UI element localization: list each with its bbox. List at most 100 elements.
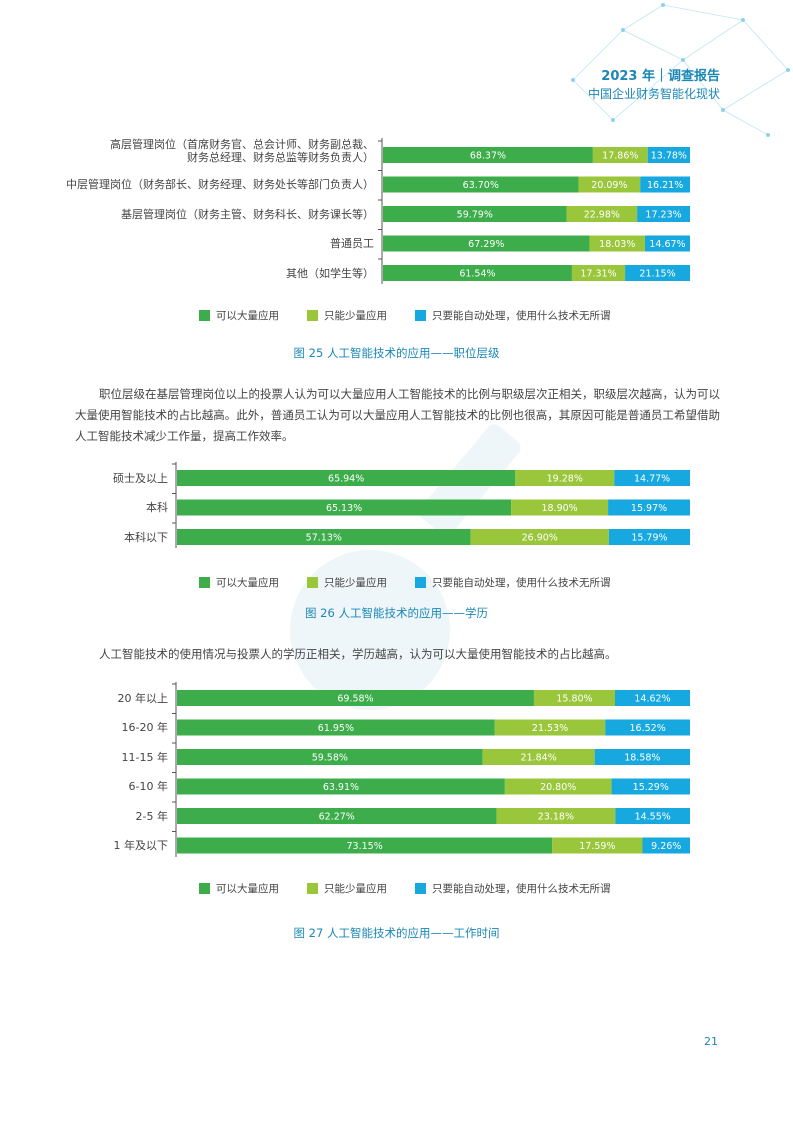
data-label: 61.95% <box>318 723 354 734</box>
legend-swatch <box>415 577 426 588</box>
category-label: 硕士及以上 <box>113 472 168 485</box>
bar-segment <box>177 499 512 516</box>
legend-item: 可以大量应用 <box>199 881 279 896</box>
category-label-line: 普通员工 <box>330 237 374 250</box>
bar-segment <box>383 147 593 163</box>
category-label: 6-10 年 <box>129 780 168 793</box>
category-label-line: 中层管理岗位（财务部长、财务经理、财务处长等部门负责人） <box>66 178 374 191</box>
bar-segment <box>511 499 609 516</box>
bar-segment <box>605 719 690 736</box>
bar-segment <box>608 499 690 516</box>
report-header: 2023 年｜调查报告 中国企业财务智能化现状 <box>588 68 720 103</box>
data-label: 73.15% <box>347 841 383 852</box>
bar-segment <box>515 470 615 486</box>
bar-segment <box>611 778 690 795</box>
legend-item: 只要能自动处理，使用什么技术无所谓 <box>415 575 611 590</box>
legend-item: 只能少量应用 <box>307 308 387 323</box>
data-label: 21.53% <box>532 723 568 734</box>
legend-label: 只能少量应用 <box>324 883 387 895</box>
data-label: 18.03% <box>599 239 635 250</box>
category-label-line: 1 年及以下 <box>113 839 169 852</box>
category-label: 20 年以上 <box>118 692 169 705</box>
bar-segment <box>470 529 609 545</box>
legend-swatch <box>199 883 210 894</box>
caption-figure-27: 图 27 人工智能技术的应用——工作时间 <box>293 926 500 940</box>
data-label: 22.98% <box>584 210 620 221</box>
data-label: 16.52% <box>630 723 666 734</box>
legend-item: 只要能自动处理，使用什么技术无所谓 <box>415 881 611 896</box>
data-label: 17.59% <box>579 841 615 852</box>
data-label: 65.13% <box>326 503 362 514</box>
bar-segment <box>383 265 572 281</box>
legend-item: 只要能自动处理，使用什么技术无所谓 <box>415 308 611 323</box>
legend-item: 可以大量应用 <box>199 308 279 323</box>
legend-swatch <box>199 310 210 321</box>
bar-segment <box>637 206 690 222</box>
legend-chart-26: 可以大量应用 只能少量应用 只要能自动处理，使用什么技术无所谓 <box>199 575 639 591</box>
category-label-line: 本科 <box>146 501 168 514</box>
bar-segment <box>608 529 690 545</box>
bar-segment <box>644 235 690 252</box>
bar-segment <box>594 749 690 765</box>
category-label: 中层管理岗位（财务部长、财务经理、财务处长等部门负责人） <box>66 178 374 191</box>
data-label: 18.90% <box>541 503 577 514</box>
data-label: 57.13% <box>306 533 342 544</box>
category-label-line: 16-20 年 <box>121 721 168 734</box>
legend-swatch <box>307 577 318 588</box>
category-label-line: 硕士及以上 <box>113 471 168 485</box>
data-label: 59.79% <box>457 210 493 221</box>
category-label: 1 年及以下 <box>114 839 169 852</box>
page-number: 21 <box>704 1035 718 1048</box>
bar-segment <box>615 808 690 824</box>
legend-swatch <box>307 883 318 894</box>
data-label: 14.55% <box>635 812 671 823</box>
bar-segment <box>482 749 595 765</box>
bar-segment <box>640 176 690 193</box>
data-label: 67.29% <box>468 239 504 250</box>
paragraph-education: 人工智能技术的使用情况与投票人的学历正相关，学历越高，认为可以大量使用智能技术的… <box>99 647 617 661</box>
legend-chart-25: 可以大量应用 只能少量应用 只要能自动处理，使用什么技术无所谓 <box>199 308 639 324</box>
data-label: 21.84% <box>521 753 557 764</box>
data-label: 14.62% <box>634 694 670 705</box>
data-label: 17.23% <box>645 210 681 221</box>
category-label: 本科以下 <box>124 531 168 544</box>
data-label: 17.86% <box>602 151 638 162</box>
data-label: 26.90% <box>522 533 558 544</box>
data-label: 23.18% <box>538 812 574 823</box>
bar-segment <box>177 837 553 854</box>
legend-label: 只能少量应用 <box>324 310 387 322</box>
category-label-line: 2-5 年 <box>135 809 168 823</box>
data-label: 21.15% <box>639 269 675 280</box>
data-label: 59.58% <box>312 753 348 764</box>
category-label: 普通员工 <box>330 237 374 250</box>
bar-segment <box>615 690 690 706</box>
category-label: 11-15 年 <box>122 751 168 764</box>
bar-segment <box>494 719 606 736</box>
bar-segment <box>647 147 690 163</box>
data-label: 15.80% <box>556 694 592 705</box>
data-label: 17.31% <box>580 269 616 280</box>
bar-segment <box>642 837 690 854</box>
category-label-line: 本科以下 <box>124 530 168 544</box>
legend-label: 可以大量应用 <box>216 883 279 895</box>
data-label: 15.79% <box>631 533 667 544</box>
legend-swatch <box>307 310 318 321</box>
category-label: 其他（如学生等） <box>286 267 374 280</box>
bar-segment <box>177 749 483 765</box>
legend-swatch <box>415 883 426 894</box>
legend-label: 只要能自动处理，使用什么技术无所谓 <box>432 883 611 895</box>
data-label: 62.27% <box>319 812 355 823</box>
legend-label: 可以大量应用 <box>216 310 279 322</box>
legend-item: 只能少量应用 <box>307 881 387 896</box>
data-label: 19.28% <box>547 474 583 485</box>
bar-segment <box>383 176 579 193</box>
category-label-line: 其他（如学生等） <box>286 266 374 280</box>
category-label-line: 高层管理岗位（首席财务官、总会计师、财务副总裁、 <box>110 138 374 151</box>
data-label: 9.26% <box>651 841 681 852</box>
category-label-line: 20 年以上 <box>117 691 169 705</box>
caption-figure-25: 图 25 人工智能技术的应用——职位层级 <box>293 346 500 360</box>
category-label-line: 6-10 年 <box>128 780 168 793</box>
bar-segment <box>496 808 616 824</box>
